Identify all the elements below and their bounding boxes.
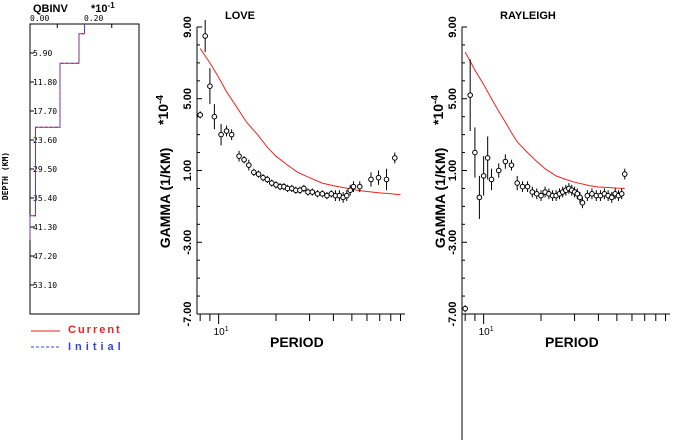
love-panel: LOVE 9.00 5.00 1.00 -3.00 -7.00 101 PERIOD GA… <box>155 10 405 350</box>
predicted-curve <box>464 51 625 189</box>
observed-point <box>202 33 208 39</box>
observed-point <box>618 191 625 197</box>
observed-point <box>608 194 615 201</box>
observed-point <box>538 192 544 199</box>
observed-point <box>577 194 583 201</box>
observed-point <box>524 183 531 190</box>
observed-point <box>343 192 350 199</box>
observed-point <box>514 180 521 186</box>
observed-point <box>476 194 483 201</box>
legend-current-label: Current <box>68 324 122 336</box>
observed-point <box>223 128 230 134</box>
observed-point <box>584 192 591 199</box>
observed-point <box>484 155 491 161</box>
observed-point <box>495 167 502 174</box>
observed-point <box>502 158 509 165</box>
qbinv-xtick-0: 0.00 <box>30 14 49 23</box>
qbinv-panel: QBINV *10-1 0.00 0.20 5.90 11.80 17.70 23.6… <box>1 1 140 315</box>
qbinv-title: QBINV <box>33 3 69 15</box>
love-xlabel: PERIOD <box>270 334 324 350</box>
rayleigh-panel: RAYLEIGH 9.00 5.00 1.00 -3.00 -7.00 101 PERIO… <box>430 10 670 440</box>
love-data <box>197 19 401 203</box>
observed-point <box>301 185 307 192</box>
observed-point <box>197 112 203 118</box>
y-tick-label: -3.00 <box>447 230 459 255</box>
observed-point <box>246 162 252 168</box>
rayleigh-xlabel: PERIOD <box>545 334 599 350</box>
y-tick-label: -7.00 <box>182 301 194 326</box>
observed-point <box>314 191 321 197</box>
y-tick-label: -3.00 <box>182 230 194 255</box>
legend-initial-label: Initial <box>68 341 125 353</box>
qbinv-ytick-label: 17.70 <box>33 107 57 116</box>
observed-point <box>264 176 271 183</box>
love-ylabel: GAMMA (1/KM) <box>157 148 173 249</box>
observed-point <box>368 176 374 183</box>
rayleigh-ylabel: GAMMA (1/KM) <box>432 148 448 249</box>
love-ylabel-scale: *10-4 <box>155 95 171 125</box>
observed-point <box>375 174 382 181</box>
rayleigh-ylabel-scale: *10-4 <box>430 95 446 125</box>
qbinv-ytick-label: 41.30 <box>33 223 57 232</box>
y-tick-label: 1.00 <box>182 160 194 181</box>
qbinv-initial-line <box>29 24 85 241</box>
observed-point <box>579 199 586 206</box>
observed-point <box>255 171 262 177</box>
rayleigh-title: RAYLEIGH <box>500 10 556 22</box>
observed-point <box>319 191 326 197</box>
observed-point <box>347 187 353 194</box>
qbinv-ytick-label: 11.80 <box>33 78 57 87</box>
observed-point <box>241 156 247 163</box>
observed-point <box>467 92 473 98</box>
qbinv-ytick-label: 5.90 <box>33 49 52 58</box>
y-tick-label: 5.00 <box>182 88 194 109</box>
observed-point <box>529 189 536 195</box>
observed-point <box>488 176 495 183</box>
observed-point <box>350 183 357 190</box>
qbinv-ytick-label: 29.50 <box>33 165 57 174</box>
x-tick-label: 101 <box>479 326 494 338</box>
observed-point <box>392 155 398 161</box>
observed-point <box>218 131 224 138</box>
y-tick-label: 1.00 <box>447 160 459 181</box>
legend: Current Initial <box>31 324 125 353</box>
observed-point <box>211 113 218 120</box>
observed-point <box>207 83 213 89</box>
qbinv-y-ticks: 5.90 11.80 17.70 23.60 29.50 35.40 41.30 47.20 5… <box>29 24 113 290</box>
love-title: LOVE <box>225 10 255 22</box>
rayleigh-axes: 9.00 5.00 1.00 -3.00 -7.00 101 <box>447 16 670 440</box>
y-tick-label: 9.00 <box>182 16 194 37</box>
observed-point <box>228 131 235 138</box>
qbinv-ytick-label: 35.40 <box>33 194 57 203</box>
observed-point <box>309 189 316 195</box>
observed-point <box>472 149 478 156</box>
y-tick-label: 9.00 <box>447 16 459 37</box>
y-tick-label: -7.00 <box>447 301 459 326</box>
qbinv-ytick-label: 23.60 <box>33 136 57 145</box>
observed-point <box>480 173 487 179</box>
qbinv-scale: *10-1 <box>91 1 115 15</box>
observed-point <box>356 183 363 190</box>
rayleigh-data <box>462 51 628 313</box>
predicted-curve <box>199 48 401 196</box>
observed-point <box>519 183 526 190</box>
love-axes: 9.00 5.00 1.00 -3.00 -7.00 101 <box>182 16 405 338</box>
x-tick-label: 101 <box>214 326 229 338</box>
observed-point <box>236 153 242 159</box>
y-tick-label: 5.00 <box>447 88 459 109</box>
qbinv-ylabel: DEPTH (KM) <box>1 152 10 200</box>
observed-point <box>383 176 390 183</box>
qbinv-ytick-label: 53.10 <box>33 281 57 290</box>
observed-point <box>508 162 515 168</box>
qbinv-ytick-label: 47.20 <box>33 252 57 261</box>
observed-point <box>462 305 468 312</box>
qbinv-xtick-1: 0.20 <box>84 14 103 23</box>
qbinv-model-lines <box>29 24 85 241</box>
observed-point <box>621 171 628 177</box>
observed-point <box>251 169 257 176</box>
